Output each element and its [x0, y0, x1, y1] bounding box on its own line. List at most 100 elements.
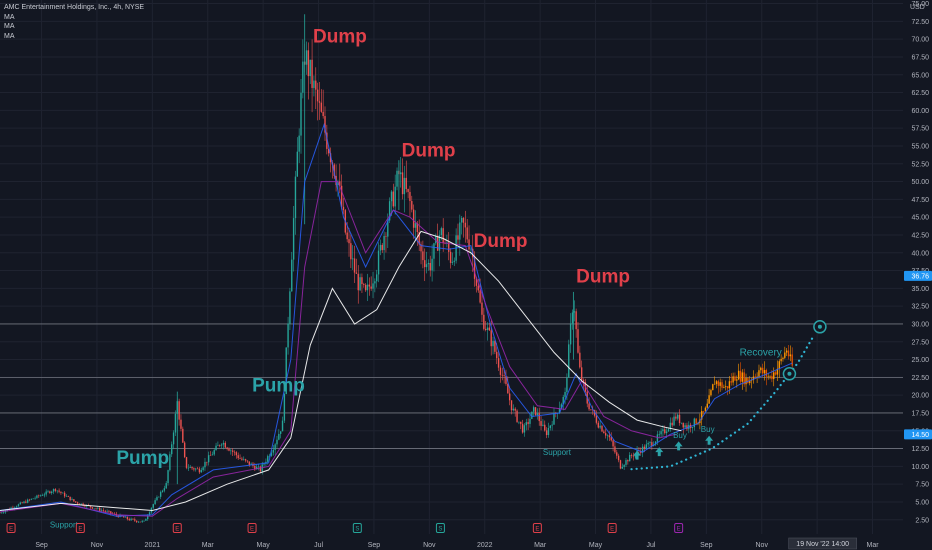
candle-body [392, 191, 395, 207]
candle-body [220, 444, 223, 446]
candle-body [741, 372, 744, 382]
candle-body [488, 327, 491, 331]
candle-body [89, 505, 92, 508]
candle-body [307, 50, 310, 77]
recovery-curve [630, 333, 816, 471]
candle-body [473, 257, 476, 279]
ma-legend-2[interactable]: MA [4, 23, 15, 30]
candle-body [424, 260, 426, 268]
candle-body [363, 284, 365, 285]
candle-body [601, 425, 603, 432]
ma-slow-line [0, 230, 682, 512]
annotation-buy: Buy [701, 425, 715, 434]
candle-body [0, 512, 1, 514]
candle-body [254, 465, 256, 470]
candle-body [292, 218, 295, 260]
candle-body [599, 425, 601, 428]
time-tick-label: Jul [314, 542, 323, 549]
candle-body [721, 382, 723, 388]
event-badge-letter: E [535, 527, 539, 533]
candle-body [355, 272, 358, 274]
candle-body [47, 491, 49, 493]
candle-body [230, 450, 232, 452]
annotations: Dump Dump Dump Dump Pump Pump Support Support Bu… [50, 27, 782, 530]
price-tick-label: 25.00 [911, 357, 929, 364]
candle-body [514, 408, 516, 411]
time-tick-label: 2022 [477, 542, 493, 549]
candle-body [647, 442, 649, 445]
ma-legend-3[interactable]: MA [4, 32, 15, 40]
price-tick-label: 57.50 [911, 126, 929, 133]
candle-body [453, 260, 455, 262]
candle-body [327, 148, 330, 154]
annotation-pump: Pump [252, 376, 305, 397]
candle-body [372, 283, 374, 289]
candle-body [457, 235, 459, 240]
candle-body [451, 261, 454, 263]
event-badge-icon [674, 523, 684, 533]
price-label: 36.76 [911, 273, 929, 280]
candle-body [156, 497, 158, 501]
candle-body [436, 236, 439, 251]
candle-body [204, 461, 206, 468]
candle-body [322, 111, 324, 117]
candle-body [582, 379, 585, 383]
candle-body [416, 223, 419, 232]
candle-body [267, 456, 269, 462]
candle-body [49, 491, 51, 494]
candle-body [553, 412, 555, 425]
candle-body [695, 418, 697, 424]
candle-body [137, 521, 140, 523]
candle-body [612, 440, 614, 447]
candle-body [682, 422, 684, 428]
candle-body [547, 428, 550, 436]
candle-body [110, 511, 112, 514]
candle-body [12, 507, 14, 509]
candle-body [141, 520, 143, 522]
price-tick-label: 7.50 [915, 482, 929, 489]
candle-body [769, 376, 771, 377]
candle-body [756, 376, 758, 378]
candle-body [680, 422, 683, 424]
candle-body [678, 414, 681, 424]
candle-body [58, 490, 60, 492]
candle-body [677, 414, 679, 419]
candle-body [725, 386, 727, 387]
candle-body [758, 370, 760, 377]
candle-body [281, 420, 284, 432]
candle-body [62, 492, 64, 494]
candle-body [154, 500, 156, 505]
candle-body [91, 507, 94, 509]
date-cursor-label: 19 Nov '22 14:00 [796, 541, 849, 548]
candle-body [396, 170, 398, 187]
candle-body [366, 284, 369, 291]
candle-body [411, 200, 413, 210]
candle-body [604, 433, 607, 436]
candle-body [379, 244, 382, 251]
candle-body [235, 452, 238, 456]
event-badge-letter: E [175, 527, 179, 533]
candle-body [224, 442, 226, 448]
candle-body [606, 435, 609, 437]
candle-body [713, 384, 716, 385]
candle-body [32, 498, 34, 500]
candle-body [492, 340, 494, 347]
candle-body [603, 431, 605, 434]
ma-legend-1[interactable]: MA [4, 13, 15, 21]
dotted-recovery-curve [630, 320, 827, 471]
candle-body [350, 243, 352, 260]
candle-body [287, 323, 289, 348]
time-tick-label: Nov [423, 542, 436, 549]
candle-body [512, 408, 515, 411]
candle-body [616, 452, 618, 456]
candle-body [747, 377, 749, 384]
event-badge-letter: E [78, 527, 82, 533]
candle-body [128, 519, 130, 521]
time-axis: Sep Nov 2021 Mar May Jul Sep Nov 2022 Mar May Jul Se… [0, 534, 932, 550]
candle-body [23, 501, 25, 504]
candle-body [213, 450, 215, 455]
candles [0, 14, 793, 524]
candle-body [231, 450, 234, 452]
